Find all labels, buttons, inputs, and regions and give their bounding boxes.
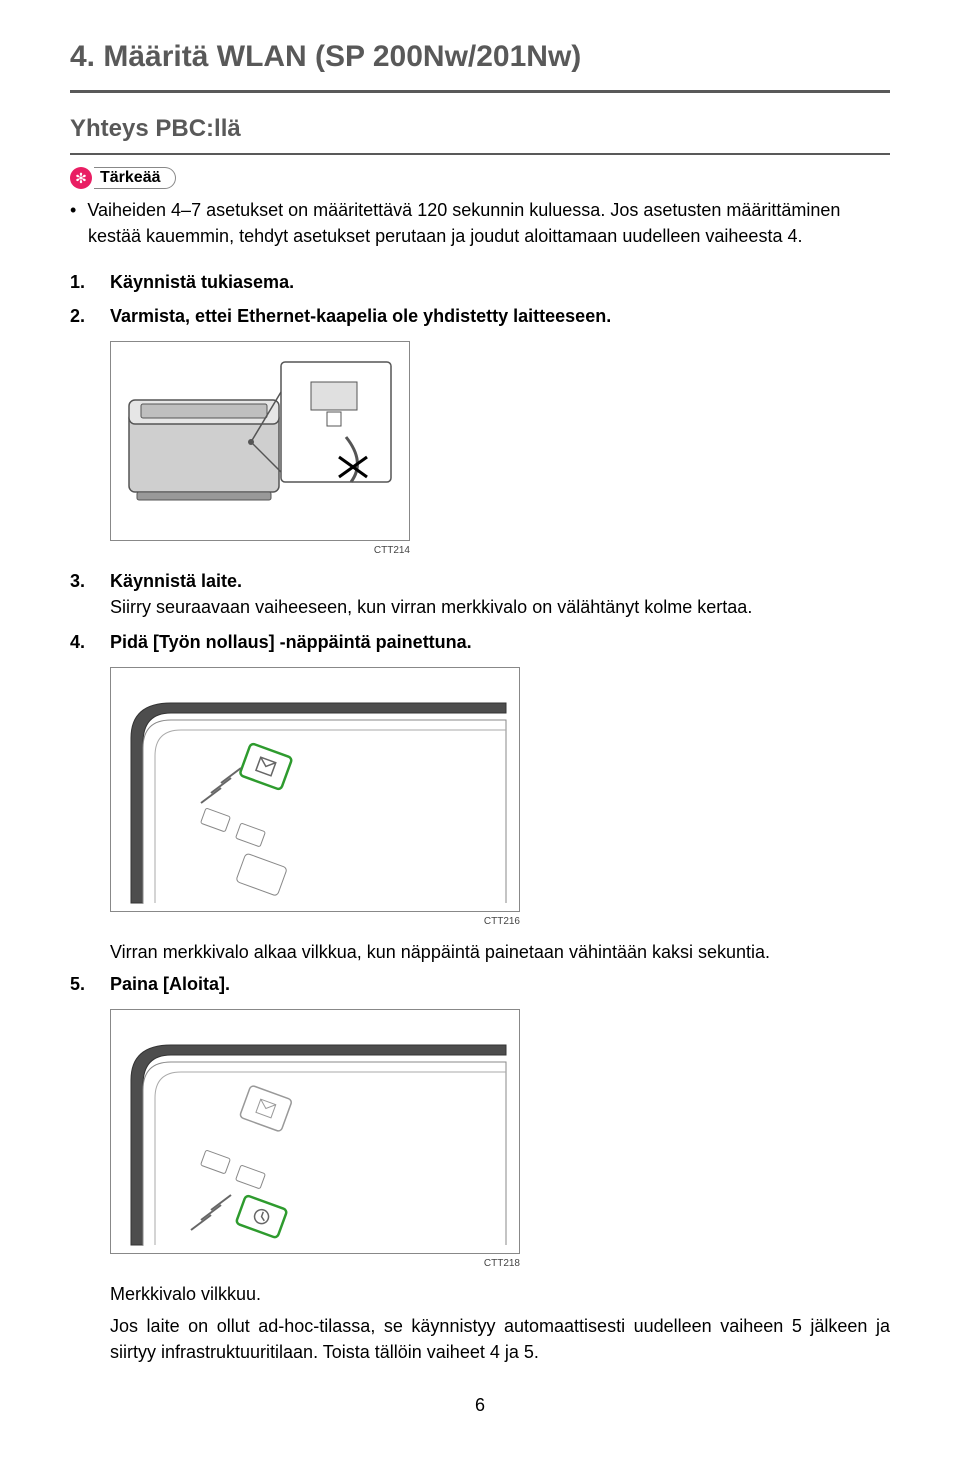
star-icon: ✻	[70, 167, 92, 189]
step-2: 2. Varmista, ettei Ethernet-kaapelia ole…	[70, 303, 890, 329]
step-3-title: Käynnistä laite.	[110, 571, 242, 591]
heading-title: Määritä WLAN (SP 200Nw/201Nw)	[103, 40, 581, 73]
step-5: 5. Paina [Aloita].	[70, 971, 890, 997]
step-3-sub: Siirry seuraavaan vaiheeseen, kun virran…	[110, 597, 752, 617]
step-text: Paina [Aloita].	[110, 971, 890, 997]
figure-2	[110, 667, 520, 912]
figure-3-caption: CTT218	[110, 1258, 520, 1269]
step-text: Varmista, ettei Ethernet-kaapelia ole yh…	[110, 303, 890, 329]
important-note: Vaiheiden 4–7 asetukset on määritettävä …	[88, 197, 890, 249]
figure-1	[110, 341, 410, 541]
step-text: Käynnistä laite. Siirry seuraavaan vaihe…	[110, 568, 890, 620]
printer-button-diagram-1	[111, 668, 521, 913]
heading-number: 4.	[70, 40, 95, 73]
rule-thin	[70, 153, 890, 155]
section-heading: 4. Määritä WLAN (SP 200Nw/201Nw)	[70, 40, 890, 74]
step-number: 4.	[70, 629, 110, 655]
step-text: Käynnistä tukiasema.	[110, 269, 890, 295]
rule-thick	[70, 90, 890, 93]
step-list: 1. Käynnistä tukiasema. 2. Varmista, ett…	[70, 269, 890, 329]
step-3: 3. Käynnistä laite. Siirry seuraavaan va…	[70, 568, 890, 620]
step-number: 5.	[70, 971, 110, 997]
step-text: Pidä [Työn nollaus] -näppäintä painettun…	[110, 629, 890, 655]
subsection-heading: Yhteys PBC:llä	[70, 115, 890, 143]
figure-3	[110, 1009, 520, 1254]
important-badge: ✻ Tärkeää	[70, 167, 176, 189]
step-1: 1. Käynnistä tukiasema.	[70, 269, 890, 295]
important-label: Tärkeää	[94, 167, 176, 189]
after-step-5-text-b: Jos laite on ollut ad-hoc-tilassa, se kä…	[110, 1313, 890, 1365]
after-step-5-text-a: Merkkivalo vilkkuu.	[110, 1281, 890, 1307]
step-number: 2.	[70, 303, 110, 329]
step-number: 3.	[70, 568, 110, 620]
page-number: 6	[70, 1395, 890, 1416]
figure-2-caption: CTT216	[110, 916, 520, 927]
after-step-4-text: Virran merkkivalo alkaa vilkkua, kun näp…	[110, 939, 890, 965]
step-4: 4. Pidä [Työn nollaus] -näppäintä painet…	[70, 629, 890, 655]
step-number: 1.	[70, 269, 110, 295]
printer-ethernet-diagram	[111, 342, 411, 542]
figure-1-caption: CTT214	[110, 545, 410, 556]
printer-button-diagram-2	[111, 1010, 521, 1255]
